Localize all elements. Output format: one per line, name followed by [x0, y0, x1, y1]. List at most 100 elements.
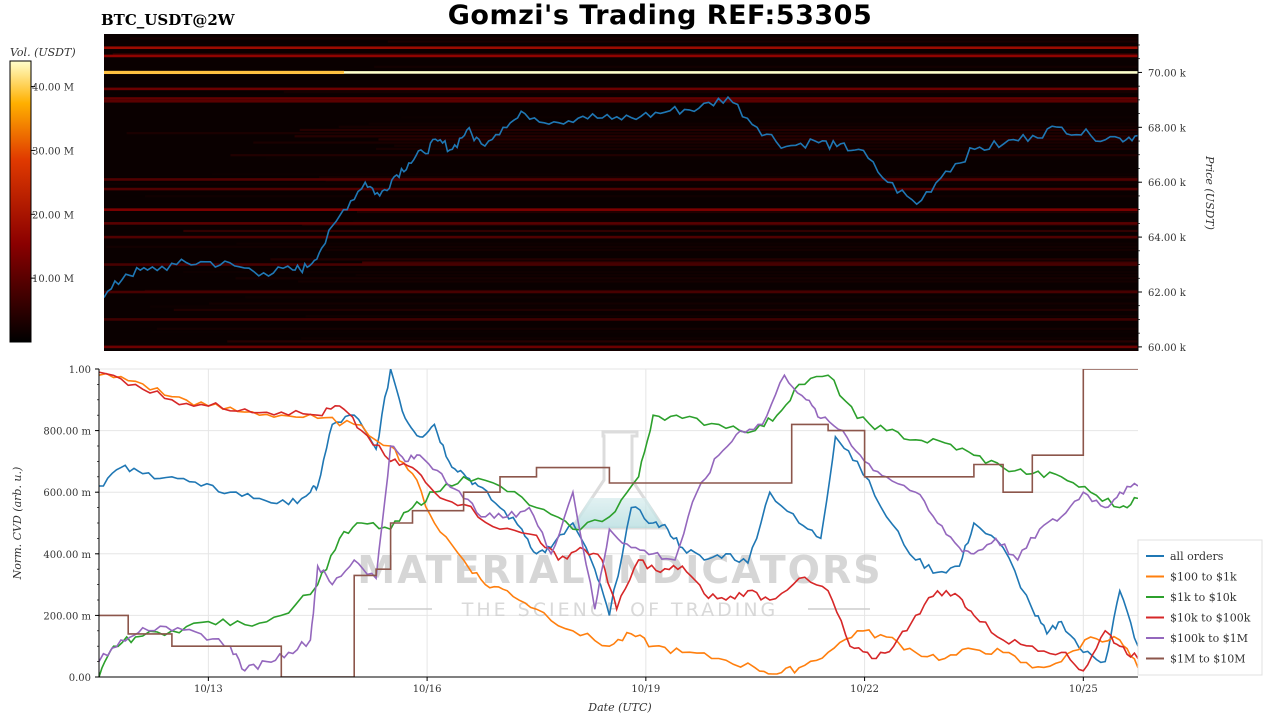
- colorbar-tick-label: 20.00 M: [32, 210, 74, 221]
- heatmap-level: [211, 173, 1138, 176]
- heatmap-level: [227, 340, 1138, 343]
- legend-label: $1k to $10k: [1170, 591, 1237, 604]
- heatmap-level: [401, 116, 1138, 119]
- heatmap-wall: [104, 46, 1138, 50]
- cvd-x-tick-label: 10/16: [413, 684, 442, 695]
- heatmap-level: [230, 154, 1138, 157]
- heatmap-level: [338, 125, 1138, 128]
- legend-label: $100k to $1M: [1170, 632, 1248, 645]
- colorbar: Vol. (USDT) 10.00 M 20.00 M 30.00 M 40.00 M: [9, 46, 76, 343]
- price-tick-label: 64.00 k: [1148, 233, 1187, 244]
- cvd-x-tick-label: 10/19: [631, 684, 660, 695]
- heatmap-level: [370, 43, 1138, 46]
- heatmap-level: [325, 248, 1138, 251]
- heatmap-wall: [104, 208, 1138, 211]
- heatmap-level: [112, 53, 1138, 56]
- heatmap-level: [183, 270, 1138, 274]
- heatmap-level: [129, 37, 1138, 40]
- heatmap-level: [362, 261, 1138, 264]
- heatmap-level: [126, 132, 1138, 135]
- cvd-y-tick-label: 1.00: [69, 365, 91, 376]
- cvd-x-axis-label: Date (UTC): [587, 701, 651, 714]
- price-tick-label: 60.00 k: [1148, 343, 1187, 354]
- colorbar-label: Vol. (USDT): [10, 46, 76, 59]
- heatmap-level: [319, 176, 1138, 179]
- price-tick-label: 70.00 k: [1148, 68, 1187, 79]
- price-tick-label: 68.00 k: [1148, 123, 1187, 134]
- legend-box: [1137, 539, 1263, 676]
- heatmap-level: [235, 277, 1138, 280]
- heatmap-level: [368, 122, 1138, 125]
- heatmap-level: [106, 182, 1138, 185]
- legend-label: $1M to $10M: [1170, 653, 1246, 666]
- heatmap-wall: [104, 345, 1138, 349]
- cvd-x-tick-label: 10/22: [850, 684, 879, 695]
- cvd-x-tick-label: 10/13: [194, 684, 223, 695]
- legend-label: $100 to $1k: [1170, 571, 1237, 584]
- heatmap-level: [253, 141, 1138, 144]
- heatmap-level: [236, 242, 1138, 245]
- watermark-tagline: THE SCIENCE OF TRADING: [461, 599, 779, 621]
- heatmap-wall: [104, 71, 1138, 74]
- price-tick-label: 66.00 k: [1148, 178, 1187, 189]
- heatmap-level: [305, 315, 1138, 318]
- heatmap-wall: [104, 318, 1138, 321]
- cvd-series-line: [99, 369, 1138, 664]
- heatmap-level: [294, 135, 1138, 138]
- heatmap-panel: 60.00 k 62.00 k 64.00 k 66.00 k 68.00 k 70.00…: [104, 34, 1216, 354]
- heatmap-wall: [104, 87, 1138, 91]
- pair-label: BTC_USDT@2W: [101, 11, 235, 29]
- heatmap-level: [224, 292, 1138, 296]
- heatmap-wall: [104, 235, 1138, 239]
- heatmap-level: [144, 195, 1138, 198]
- cvd-y-tick-label: 600.00 m: [43, 488, 91, 499]
- heatmap-level: [355, 274, 1138, 277]
- heatmap-level: [150, 305, 1138, 308]
- heatmap-wall: [104, 97, 1138, 100]
- cvd-series-line: [99, 369, 1138, 677]
- heatmap-level: [106, 245, 1138, 248]
- cvd-series-line: [99, 374, 1138, 677]
- heatmap-level: [325, 94, 1138, 97]
- heatmap-level: [378, 138, 1138, 141]
- chart-title: Gomzi's Trading REF:53305: [447, 0, 873, 31]
- heatmap-level: [151, 330, 1138, 334]
- legend-label: all orders: [1170, 550, 1224, 563]
- heatmap-level: [298, 280, 1138, 283]
- cvd-x-tick-label: 10/25: [1069, 684, 1098, 695]
- heatmap-level: [301, 337, 1138, 340]
- colorbar-tick-label: 40.00 M: [32, 83, 74, 94]
- cvd-y-tick-label: 200.00 m: [43, 611, 91, 622]
- heatmap-level: [270, 258, 1138, 261]
- heatmap-level: [265, 157, 1138, 160]
- price-line: [104, 95, 1138, 298]
- cvd-y-tick-label: 400.00 m: [43, 550, 91, 561]
- heatmap-wall: [104, 263, 1138, 266]
- colorbar-gradient: [9, 60, 32, 343]
- heatmap-level: [375, 147, 1138, 150]
- heatmap-level: [209, 302, 1138, 305]
- heatmap-wall: [104, 222, 1138, 225]
- heatmap-level: [299, 128, 1138, 132]
- cvd-y-axis-label: Norm. CVD (arb. u.): [11, 467, 24, 581]
- heatmap-level: [394, 144, 1138, 147]
- heatmap-level: [156, 327, 1138, 330]
- heatmap-level: [372, 84, 1138, 87]
- heatmap-level: [356, 210, 1138, 214]
- cvd-y-tick-label: 800.00 m: [43, 427, 91, 438]
- cvd-series-line: [99, 373, 1138, 672]
- heatmap-level: [387, 40, 1138, 43]
- heatmap-wall: [104, 99, 1138, 103]
- heatmap-level: [207, 49, 1138, 53]
- cvd-y-tick-label: 0.00: [69, 673, 91, 684]
- cvd-series-line: [99, 371, 1138, 672]
- heatmap-level: [245, 296, 1138, 299]
- heatmap-level: [183, 229, 1138, 233]
- heatmap-wall-segment: [104, 70, 344, 75]
- heatmap-level: [173, 308, 1138, 311]
- cvd-panel: MATERIAL INDICATORS THE SCIENCE OF TRADI…: [11, 365, 1138, 714]
- heatmap-wall: [104, 290, 1138, 294]
- heatmap-level: [138, 349, 1138, 351]
